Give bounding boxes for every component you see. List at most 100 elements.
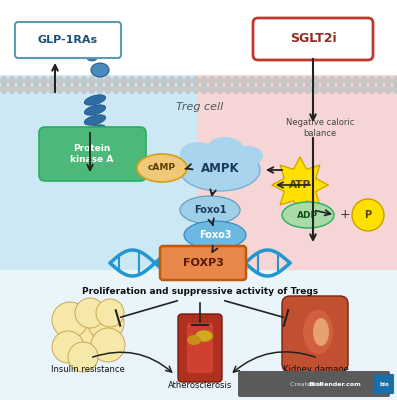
Ellipse shape (233, 76, 239, 86)
Ellipse shape (289, 84, 295, 94)
Text: Atherosclerosis: Atherosclerosis (168, 380, 232, 390)
Text: ADP: ADP (297, 210, 318, 220)
Ellipse shape (320, 84, 328, 94)
Text: Negative caloric
balance: Negative caloric balance (286, 118, 354, 138)
Text: Created in: Created in (290, 382, 325, 386)
Ellipse shape (345, 84, 351, 94)
Ellipse shape (48, 84, 56, 94)
Ellipse shape (48, 76, 56, 86)
Ellipse shape (25, 84, 31, 94)
Ellipse shape (129, 76, 135, 86)
FancyBboxPatch shape (178, 314, 222, 382)
Ellipse shape (129, 84, 135, 94)
Ellipse shape (33, 76, 39, 86)
Bar (0, 0, 397, 75)
Ellipse shape (168, 84, 175, 94)
Ellipse shape (303, 310, 333, 354)
Circle shape (68, 342, 98, 372)
Ellipse shape (96, 76, 104, 86)
Ellipse shape (84, 95, 106, 105)
Circle shape (96, 299, 124, 327)
Circle shape (88, 305, 124, 341)
Ellipse shape (137, 76, 143, 86)
Ellipse shape (353, 76, 360, 86)
Ellipse shape (84, 105, 106, 115)
Ellipse shape (40, 76, 48, 86)
Ellipse shape (73, 84, 79, 94)
Ellipse shape (241, 84, 247, 94)
Text: cAMP: cAMP (148, 164, 176, 172)
Ellipse shape (233, 146, 263, 166)
Text: Kidney damage: Kidney damage (283, 366, 349, 374)
Ellipse shape (233, 84, 239, 94)
Ellipse shape (180, 149, 260, 191)
Circle shape (52, 302, 88, 338)
Ellipse shape (185, 84, 191, 94)
Ellipse shape (313, 318, 329, 346)
Ellipse shape (200, 76, 208, 86)
Ellipse shape (81, 76, 87, 86)
Circle shape (52, 331, 84, 363)
Text: ATP: ATP (289, 180, 311, 190)
Ellipse shape (360, 76, 368, 86)
Ellipse shape (224, 76, 231, 86)
Text: bio: bio (379, 382, 389, 386)
Circle shape (91, 328, 125, 362)
Ellipse shape (91, 63, 109, 77)
Ellipse shape (297, 76, 303, 86)
Ellipse shape (304, 76, 312, 86)
Ellipse shape (195, 330, 213, 342)
Text: SGLT2i: SGLT2i (290, 32, 336, 46)
Ellipse shape (256, 84, 264, 94)
FancyBboxPatch shape (39, 127, 146, 181)
Ellipse shape (81, 84, 87, 94)
Ellipse shape (337, 76, 343, 86)
Text: Foxo3: Foxo3 (199, 230, 231, 240)
Ellipse shape (184, 221, 246, 249)
Ellipse shape (393, 84, 397, 94)
FancyBboxPatch shape (160, 246, 246, 280)
FancyBboxPatch shape (374, 374, 394, 394)
Ellipse shape (180, 142, 216, 166)
Ellipse shape (64, 76, 71, 86)
Text: GLP-1RAs: GLP-1RAs (38, 35, 98, 45)
Bar (0, 270, 397, 400)
Ellipse shape (25, 76, 31, 86)
Ellipse shape (152, 76, 160, 86)
Ellipse shape (33, 84, 39, 94)
Ellipse shape (206, 137, 244, 163)
Circle shape (352, 199, 384, 231)
Ellipse shape (193, 84, 200, 94)
Ellipse shape (96, 84, 104, 94)
Ellipse shape (185, 76, 191, 86)
Ellipse shape (193, 76, 200, 86)
Ellipse shape (345, 76, 351, 86)
Ellipse shape (368, 84, 376, 94)
Ellipse shape (86, 51, 98, 61)
Ellipse shape (385, 84, 391, 94)
Ellipse shape (89, 84, 96, 94)
FancyBboxPatch shape (238, 371, 390, 397)
Ellipse shape (241, 76, 247, 86)
Ellipse shape (137, 154, 187, 182)
Ellipse shape (360, 84, 368, 94)
Ellipse shape (8, 84, 15, 94)
Ellipse shape (137, 84, 143, 94)
Text: Foxo1: Foxo1 (194, 205, 226, 215)
Ellipse shape (168, 76, 175, 86)
Ellipse shape (216, 84, 224, 94)
Ellipse shape (272, 84, 279, 94)
Text: BioRender.com: BioRender.com (308, 382, 361, 386)
Ellipse shape (264, 76, 272, 86)
Ellipse shape (17, 76, 23, 86)
Ellipse shape (320, 76, 328, 86)
Text: AMPK: AMPK (201, 162, 239, 174)
Text: Proliferation and suppressive activity of Tregs: Proliferation and suppressive activity o… (82, 288, 318, 296)
Ellipse shape (281, 76, 287, 86)
Ellipse shape (8, 76, 15, 86)
Ellipse shape (312, 76, 320, 86)
Ellipse shape (272, 76, 279, 86)
Ellipse shape (145, 76, 152, 86)
Ellipse shape (281, 84, 287, 94)
Text: +: + (340, 208, 350, 222)
